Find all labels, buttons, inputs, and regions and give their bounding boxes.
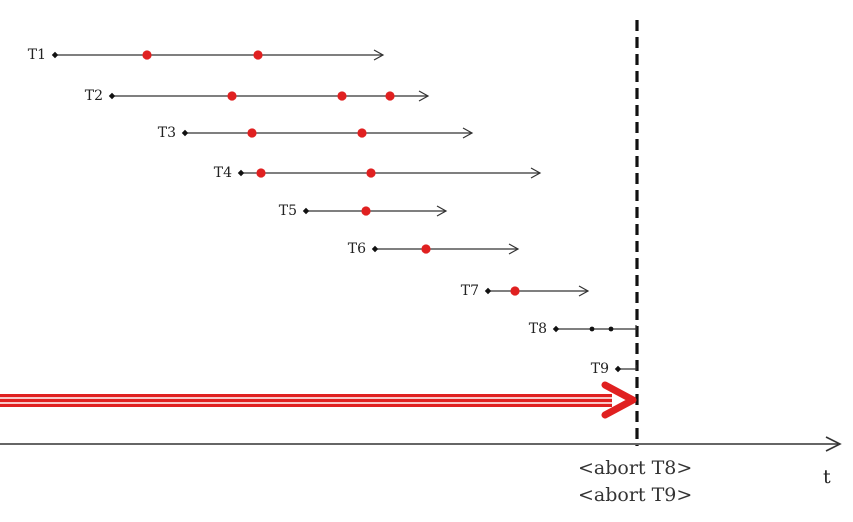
event-dot-t1-1 — [142, 50, 152, 60]
event-dot-t5-1 — [361, 206, 371, 216]
annotation-abort-t8: <abort T8> — [578, 457, 692, 479]
transaction-start-marker-t7 — [484, 287, 492, 295]
transaction-t5: T5 — [279, 203, 448, 219]
event-dot-t2-2 — [337, 91, 347, 101]
event-dot-t3-1 — [247, 128, 257, 138]
transaction-start-marker-t4 — [237, 169, 245, 177]
annotation-abort-t9: <abort T9> — [578, 484, 692, 506]
event-dot-t4-2 — [366, 168, 376, 178]
event-dot-t4-1 — [256, 168, 266, 178]
transaction-start-marker-t6 — [371, 245, 379, 253]
transaction-start-marker-t5 — [302, 207, 310, 215]
event-dot-t3-2 — [357, 128, 367, 138]
transaction-label-t2: T2 — [85, 88, 103, 104]
transaction-start-marker-t8 — [552, 325, 560, 333]
time-axis-arrowhead — [825, 436, 842, 452]
transaction-t1: T1 — [28, 47, 385, 63]
transaction-t4: T4 — [214, 165, 542, 181]
transaction-start-marker-t2 — [108, 92, 116, 100]
transaction-t2: T2 — [85, 88, 430, 104]
transaction-arrowhead-t2 — [418, 90, 430, 102]
recovery-arrow — [0, 381, 637, 419]
transaction-label-t4: T4 — [214, 165, 232, 181]
transaction-label-t9: T9 — [591, 361, 609, 377]
transaction-start-marker-t9 — [614, 365, 622, 373]
event-dot-t6-1 — [421, 244, 431, 254]
event-dot-t2-3 — [385, 91, 395, 101]
transaction-arrowhead-t1 — [373, 49, 385, 61]
transactions-group: T1 T2 T3 T4 T5 T6 T7 T8 T9 — [28, 47, 637, 377]
black-dot-t8-1 — [589, 326, 595, 332]
transaction-label-t5: T5 — [279, 203, 297, 219]
transaction-label-t1: T1 — [28, 47, 46, 63]
transaction-t3: T3 — [158, 125, 474, 141]
black-dot-t8-2 — [608, 326, 614, 332]
transaction-arrowhead-t3 — [462, 127, 474, 139]
transaction-t8: T8 — [529, 321, 637, 337]
transaction-t9: T9 — [591, 361, 637, 377]
transaction-arrowhead-t4 — [530, 167, 542, 179]
transaction-t6: T6 — [348, 241, 520, 257]
transaction-arrowhead-t7 — [578, 285, 590, 297]
event-dot-t7-1 — [510, 286, 520, 296]
transaction-label-t7: T7 — [461, 283, 479, 299]
transaction-t7: T7 — [461, 283, 590, 299]
transaction-arrowhead-t6 — [508, 243, 520, 255]
transaction-start-marker-t1 — [51, 51, 59, 59]
time-axis-label: t — [823, 466, 831, 488]
transaction-label-t3: T3 — [158, 125, 176, 141]
event-dot-t1-2 — [253, 50, 263, 60]
transaction-start-marker-t3 — [181, 129, 189, 137]
transaction-label-t6: T6 — [348, 241, 366, 257]
transaction-arrowhead-t5 — [436, 205, 448, 217]
event-dot-t2-1 — [227, 91, 237, 101]
transaction-label-t8: T8 — [529, 321, 547, 337]
